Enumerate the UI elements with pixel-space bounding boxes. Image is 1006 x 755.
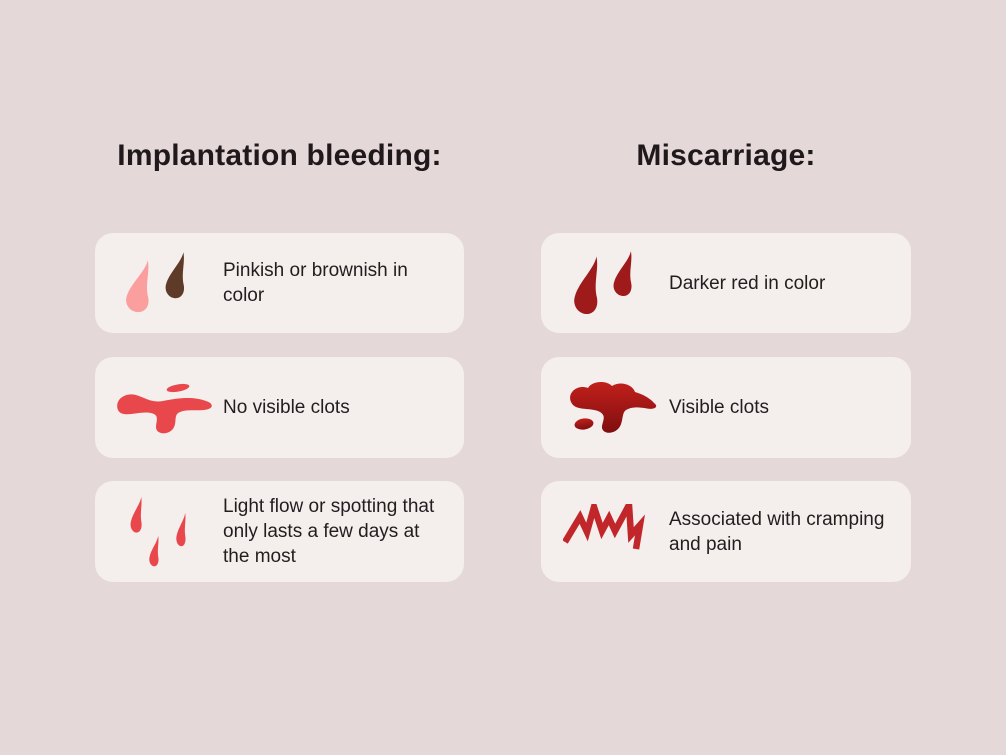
pink-brown-droplets-icon	[95, 251, 223, 315]
card-implantation-flow: Light flow or spotting that only lasts a…	[95, 481, 464, 582]
card-text: Light flow or spotting that only lasts a…	[223, 496, 435, 567]
card-text: No visible clots	[223, 397, 350, 418]
card-text: Darker red in color	[669, 272, 826, 294]
column-title-miscarriage: Miscarriage:	[636, 139, 816, 172]
card-miscarriage-pain: Associated with cramping and pain	[541, 481, 911, 582]
card-miscarriage-clots: Visible clots	[541, 357, 911, 458]
card-miscarriage-color: Darker red in color	[541, 233, 911, 333]
card-text: Pinkish or brownish in color	[223, 260, 408, 306]
card-implantation-color: Pinkish or brownish in color	[95, 233, 464, 333]
blood-splash-icon	[95, 382, 223, 434]
card-text: Associated with cramping and pain	[669, 508, 885, 555]
dark-red-droplets-icon	[541, 250, 669, 316]
spotting-drops-icon	[95, 496, 223, 568]
cramp-burst-icon	[541, 503, 669, 560]
column-title-implantation-bleeding: Implantation bleeding:	[117, 139, 442, 172]
blood-clot-icon	[541, 380, 669, 436]
card-implantation-clots: No visible clots	[95, 357, 464, 458]
card-text: Visible clots	[669, 397, 769, 418]
